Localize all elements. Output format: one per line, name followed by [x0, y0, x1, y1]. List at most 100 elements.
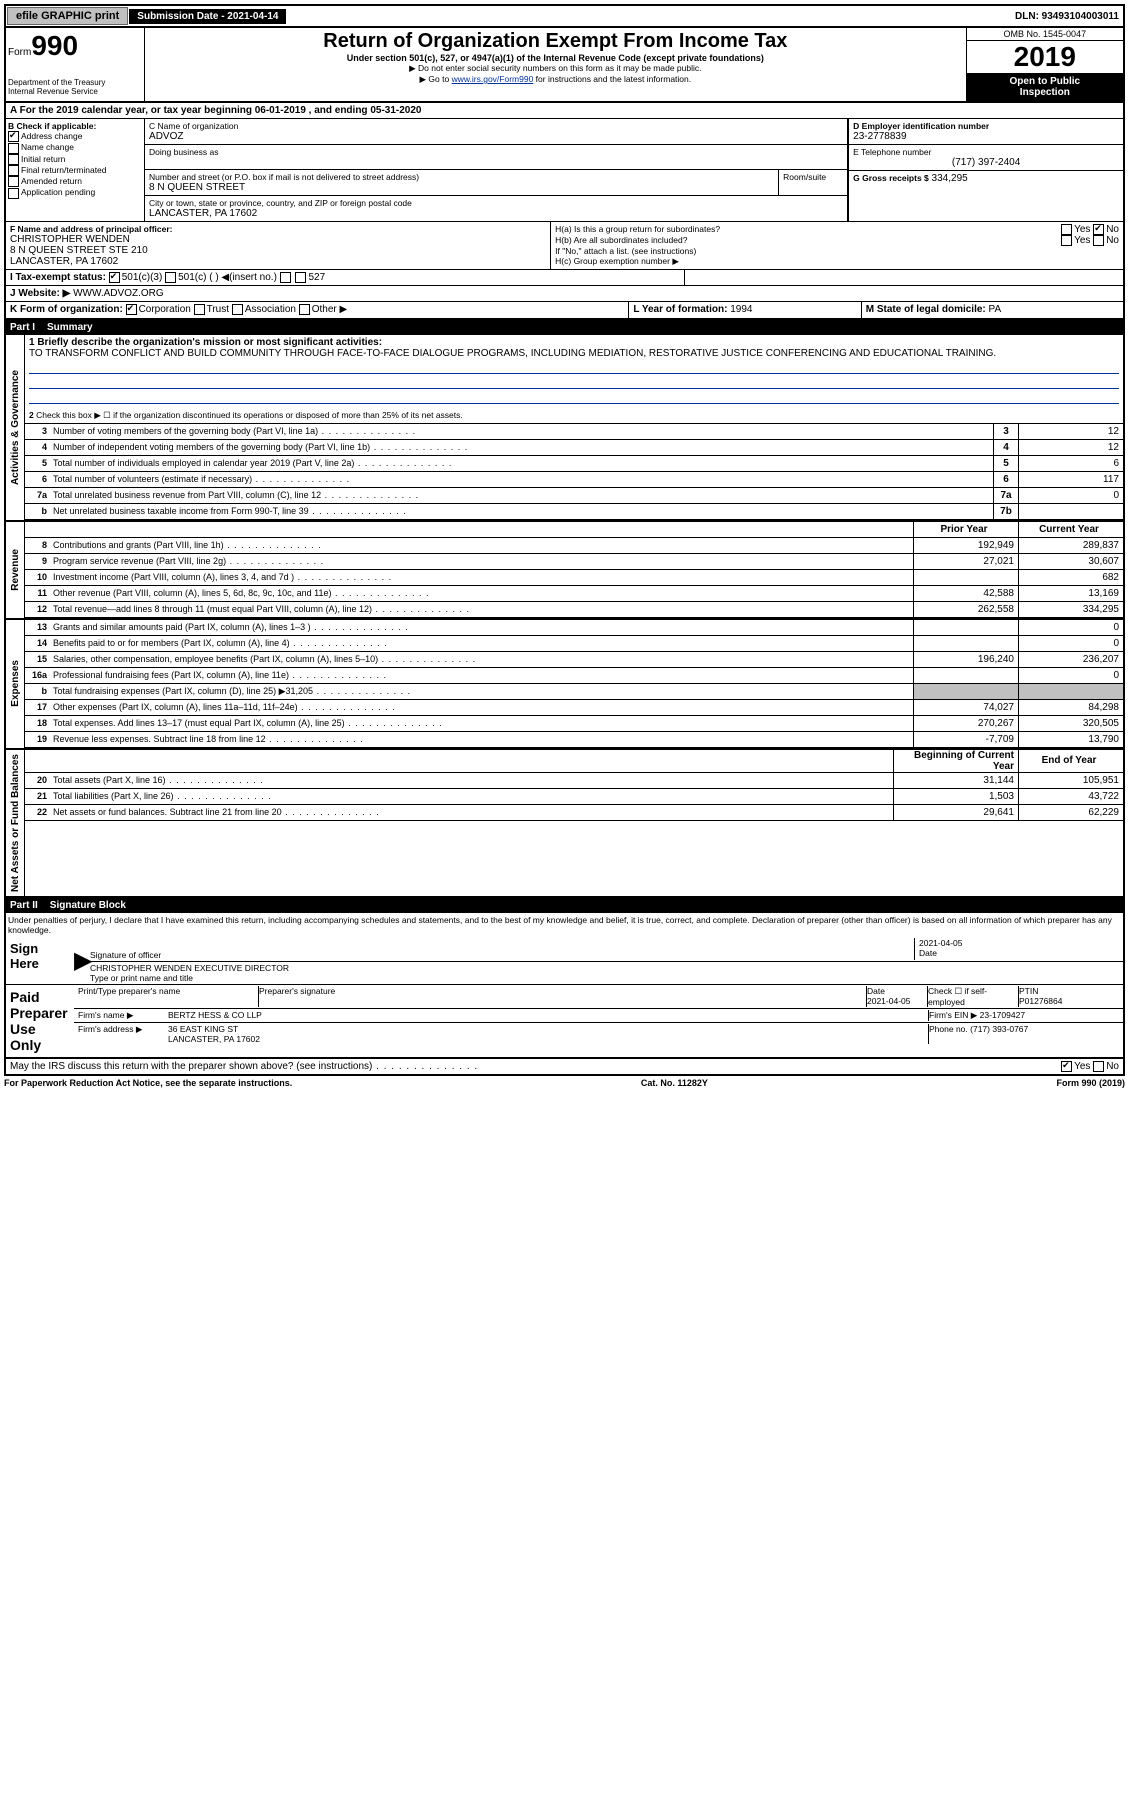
irs-discuss: May the IRS discuss this return with the…	[10, 1061, 1061, 1072]
footer-mid: Cat. No. 11282Y	[641, 1078, 708, 1088]
label-tax-status: I Tax-exempt status:	[10, 272, 106, 283]
line-18: 18 Total expenses. Add lines 13–17 (must…	[25, 716, 1123, 732]
line-5: 5 Total number of individuals employed i…	[25, 456, 1123, 472]
line-3: 3 Number of voting members of the govern…	[25, 424, 1123, 440]
label-firm-name: Firm's name ▶	[78, 1010, 168, 1021]
label-room: Room/suite	[779, 170, 847, 195]
state-domicile: PA	[989, 304, 1002, 315]
org-name: ADVOZ	[149, 131, 843, 142]
side-label-netassets: Net Assets or Fund Balances	[9, 750, 22, 896]
form-header: Form990 Department of the Treasury Inter…	[4, 28, 1125, 103]
efile-print-button[interactable]: efile GRAPHIC print	[7, 7, 128, 25]
line-14: 14 Benefits paid to or for members (Part…	[25, 636, 1123, 652]
submission-date: Submission Date - 2021-04-14	[129, 9, 286, 24]
expenses-section: Expenses 13 Grants and similar amounts p…	[4, 620, 1125, 750]
top-bar: efile GRAPHIC print Submission Date - 20…	[4, 4, 1125, 28]
firm-name: BERTZ HESS & CO LLP	[168, 1010, 929, 1021]
officer-addr1: 8 N QUEEN STREET STE 210	[10, 245, 546, 256]
label-city: City or town, state or province, country…	[149, 198, 843, 208]
officer-addr2: LANCASTER, PA 17602	[10, 256, 546, 267]
firm-phone: (717) 393-0767	[970, 1024, 1028, 1034]
line-6: 6 Total number of volunteers (estimate i…	[25, 472, 1123, 488]
label-address: Number and street (or P.O. box if mail i…	[149, 172, 774, 182]
line2: 2 Check this box ▶ ☐ if the organization…	[25, 408, 1123, 424]
label-org-name: C Name of organization	[149, 121, 843, 131]
officer-name: CHRISTOPHER WENDEN	[10, 234, 546, 245]
col-prior-year: Prior Year	[913, 522, 1018, 537]
officer-name-title: CHRISTOPHER WENDEN EXECUTIVE DIRECTOR	[90, 963, 1119, 973]
firm-ein: 23-1709427	[980, 1010, 1025, 1020]
dln: DLN: 93493104003011	[1015, 11, 1123, 22]
label-self-employed: Check ☐ if self-employed	[928, 986, 1019, 1007]
line-15: 15 Salaries, other compensation, employe…	[25, 652, 1123, 668]
line-10: 10 Investment income (Part VIII, column …	[25, 570, 1123, 586]
label-hb: H(b) Are all subordinates included?	[555, 235, 687, 246]
tax-year: 2019	[967, 41, 1123, 73]
year-formation: 1994	[730, 304, 752, 315]
revenue-section: Revenue Prior Year Current Year 8 Contri…	[4, 522, 1125, 620]
label-sig-officer: Signature of officer	[90, 950, 161, 960]
line-16a: 16a Professional fundraising fees (Part …	[25, 668, 1123, 684]
org-address: 8 N QUEEN STREET	[149, 182, 774, 193]
label-year-formation: L Year of formation:	[633, 304, 727, 315]
line-20: 20 Total assets (Part X, line 16) 31,144…	[25, 773, 1123, 789]
label-gross: G Gross receipts $	[853, 173, 929, 183]
label-prep-name: Print/Type preparer's name	[78, 986, 259, 1007]
label-firm-addr: Firm's address ▶	[78, 1024, 168, 1044]
phone: (717) 397-2404	[853, 157, 1119, 168]
label-dba: Doing business as	[149, 147, 843, 157]
footer-right: Form 990 (2019)	[1056, 1078, 1125, 1088]
label-prep-sig: Preparer's signature	[259, 986, 867, 1007]
paid-preparer-label: Paid Preparer Use Only	[6, 985, 74, 1057]
line-21: 21 Total liabilities (Part X, line 26) 1…	[25, 789, 1123, 805]
hb-note: If "No," attach a list. (see instruction…	[555, 246, 1119, 256]
label-website: J Website: ▶	[10, 288, 70, 299]
label-officer: F Name and address of principal officer:	[10, 224, 172, 234]
irs-link[interactable]: www.irs.gov/Form990	[452, 74, 534, 84]
label-ein: D Employer identification number	[853, 121, 989, 131]
label-domicile: M State of legal domicile:	[866, 304, 986, 315]
label-hc: H(c) Group exemption number ▶	[555, 256, 1119, 267]
part-2-header: Part IISignature Block	[4, 898, 1125, 913]
open-to-public: Open to PublicInspection	[967, 73, 1123, 101]
side-label-governance: Activities & Governance	[9, 366, 22, 489]
firm-addr2: LANCASTER, PA 17602	[168, 1034, 928, 1044]
entity-info-block: A For the 2019 calendar year, or tax yea…	[4, 103, 1125, 320]
box-b: B Check if applicable: Address change Na…	[6, 119, 145, 221]
omb-number: OMB No. 1545-0047	[967, 28, 1123, 41]
line1-label: 1 Briefly describe the organization's mi…	[29, 337, 382, 348]
line-22: 22 Net assets or fund balances. Subtract…	[25, 805, 1123, 821]
line-4: 4 Number of independent voting members o…	[25, 440, 1123, 456]
sign-here-label: Sign Here	[6, 937, 74, 984]
col-begin-year: Beginning of Current Year	[893, 750, 1018, 772]
dept-treasury: Department of the Treasury Internal Reve…	[8, 78, 142, 96]
footer-left: For Paperwork Reduction Act Notice, see …	[4, 1078, 292, 1088]
website: WWW.ADVOZ.ORG	[73, 288, 164, 299]
line-17: 17 Other expenses (Part IX, column (A), …	[25, 700, 1123, 716]
line-13: 13 Grants and similar amounts paid (Part…	[25, 620, 1123, 636]
ptin: P01276864	[1019, 996, 1063, 1006]
line-8: 8 Contributions and grants (Part VIII, l…	[25, 538, 1123, 554]
governance-section: Activities & Governance 1 Briefly descri…	[4, 335, 1125, 522]
perjury-statement: Under penalties of perjury, I declare th…	[4, 913, 1125, 937]
line-7a: 7a Total unrelated business revenue from…	[25, 488, 1123, 504]
label-form-org: K Form of organization:	[10, 305, 123, 316]
netassets-section: Net Assets or Fund Balances Beginning of…	[4, 750, 1125, 898]
side-label-revenue: Revenue	[9, 545, 22, 595]
form-number: Form990	[8, 30, 142, 62]
firm-addr1: 36 EAST KING ST	[168, 1024, 928, 1034]
mission-text: TO TRANSFORM CONFLICT AND BUILD COMMUNIT…	[29, 348, 1119, 359]
line-12: 12 Total revenue—add lines 8 through 11 …	[25, 602, 1123, 618]
form-title: Return of Organization Exempt From Incom…	[147, 30, 964, 53]
col-current-year: Current Year	[1018, 522, 1123, 537]
label-type-name: Type or print name and title	[90, 973, 193, 983]
part-1-header: Part ISummary	[4, 320, 1125, 335]
ein: 23-2778839	[853, 131, 1119, 142]
line-9: 9 Program service revenue (Part VIII, li…	[25, 554, 1123, 570]
prep-date: 2021-04-05	[867, 996, 910, 1006]
line-b: b Net unrelated business taxable income …	[25, 504, 1123, 520]
label-date: Date	[919, 948, 937, 958]
line-11: 11 Other revenue (Part VIII, column (A),…	[25, 586, 1123, 602]
sig-date: 2021-04-05	[919, 938, 1119, 948]
org-city: LANCASTER, PA 17602	[149, 208, 843, 219]
